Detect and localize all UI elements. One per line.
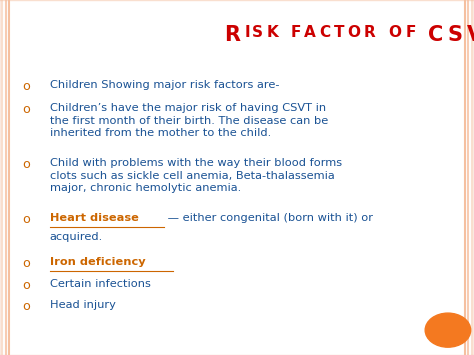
Text: Children Showing major risk factors are-: Children Showing major risk factors are- xyxy=(50,80,279,90)
Text: A: A xyxy=(304,25,316,40)
Text: C: C xyxy=(319,25,330,40)
Text: O: O xyxy=(347,25,360,40)
Text: S: S xyxy=(447,25,463,45)
Text: o: o xyxy=(22,279,30,292)
Text: Certain infections: Certain infections xyxy=(50,279,151,289)
Text: O: O xyxy=(389,25,401,40)
Text: o: o xyxy=(22,80,30,93)
Text: o: o xyxy=(22,103,30,116)
Text: o: o xyxy=(22,300,30,313)
Text: acquired.: acquired. xyxy=(50,232,103,242)
Text: R: R xyxy=(224,25,240,45)
Text: I: I xyxy=(245,25,250,40)
Text: T: T xyxy=(334,25,344,40)
Text: R: R xyxy=(364,25,376,40)
Text: Children’s have the major risk of having CSVT in
the first month of their birth.: Children’s have the major risk of having… xyxy=(50,103,328,138)
Text: o: o xyxy=(22,213,30,226)
Text: o: o xyxy=(22,257,30,271)
Text: — either congenital (born with it) or: — either congenital (born with it) or xyxy=(164,213,374,223)
Text: o: o xyxy=(22,158,30,171)
Text: Child with problems with the way their blood forms
clots such as sickle cell ane: Child with problems with the way their b… xyxy=(50,158,342,193)
Text: V: V xyxy=(467,25,474,45)
Text: S: S xyxy=(252,25,263,40)
Text: Head injury: Head injury xyxy=(50,300,116,310)
Text: Heart disease: Heart disease xyxy=(50,213,138,223)
Text: C: C xyxy=(428,25,443,45)
Text: K: K xyxy=(266,25,278,40)
Text: Iron deficiency: Iron deficiency xyxy=(50,257,146,267)
Text: F: F xyxy=(291,25,301,40)
Circle shape xyxy=(425,313,471,347)
Text: F: F xyxy=(405,25,416,40)
